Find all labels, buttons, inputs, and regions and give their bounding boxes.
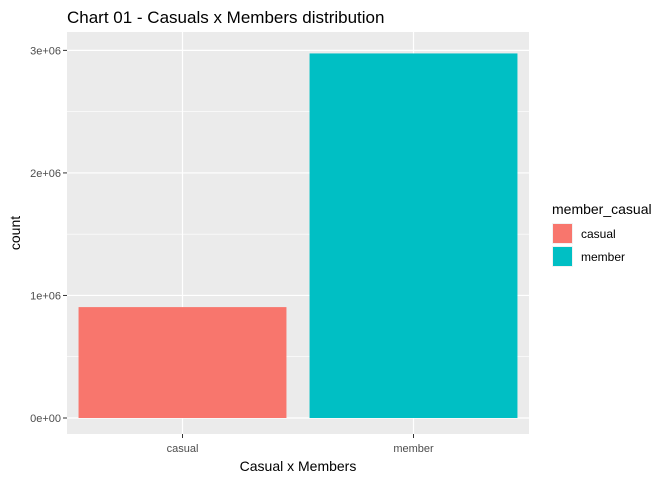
x-tick-label-member: member (393, 443, 434, 455)
bar-member (309, 53, 518, 418)
legend-label-casual: casual (581, 227, 616, 241)
legend-title: member_casual (552, 201, 652, 217)
y-tick-label: 0e+00 (30, 413, 61, 425)
y-tick-label: 1e+06 (30, 290, 61, 302)
x-axis-ticks: casual member (167, 434, 434, 455)
y-axis-label: count (7, 216, 23, 250)
legend-label-member: member (581, 250, 625, 264)
x-axis-label: Casual x Members (240, 458, 357, 474)
bars (78, 53, 518, 418)
y-axis-ticks: 0e+00 1e+06 2e+06 3e+06 (30, 45, 67, 425)
legend-swatch-member (553, 247, 572, 266)
bar-casual (78, 307, 287, 418)
y-tick-label: 3e+06 (30, 45, 61, 57)
legend: member_casual casual member (552, 201, 652, 267)
y-tick-label: 2e+06 (30, 168, 61, 180)
chart-title: Chart 01 - Casuals x Members distributio… (67, 8, 384, 27)
x-tick-label-casual: casual (167, 443, 199, 455)
legend-swatch-casual (553, 224, 572, 243)
